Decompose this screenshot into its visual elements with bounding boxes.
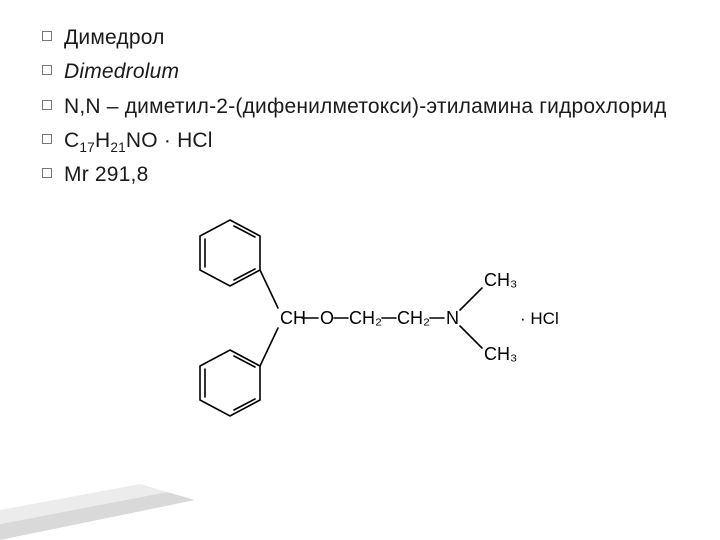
label-me1: CH₃ (484, 270, 517, 290)
label-me2: CH₃ (484, 344, 517, 364)
label-n: N (446, 308, 459, 328)
chemical-structure: CH O CH₂ CH₂ N CH₃ CH₃ · HCl (160, 200, 560, 460)
bullet-list: Димедрол Dimedrolum N,N – диметил-2-(диф… (40, 24, 680, 190)
label-ch: CH (280, 308, 306, 328)
corner-decoration (0, 470, 195, 540)
label-salt: · HCl (520, 309, 559, 328)
label-o: O (320, 308, 334, 328)
bullet-item: Димедрол (40, 24, 680, 52)
bullet-item: Mr 291,8 (40, 161, 680, 189)
label-ch2b: CH₂ (397, 308, 430, 328)
label-ch2a: CH₂ (349, 308, 382, 328)
bullet-item: N,N – диметил-2-(дифенилметокси)-этилами… (40, 93, 680, 121)
bullet-item: C17H21NO · HCl (40, 127, 680, 155)
bullet-item: Dimedrolum (40, 58, 680, 86)
